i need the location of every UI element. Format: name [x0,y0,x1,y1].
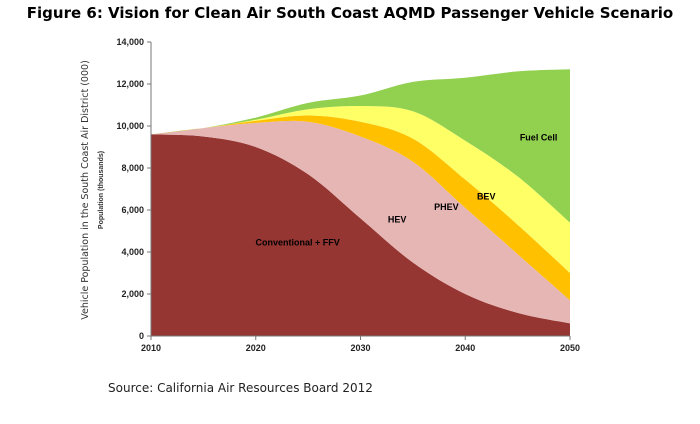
chart-ticks: 0 2,000 4,000 6,000 8,000 10,000 12,000 14,000 2… [116,37,580,353]
x-tick-label: 2040 [455,343,475,353]
y-tick-label: 4,000 [121,247,144,257]
y-axis-sublabel: Population (thousands) [98,151,105,229]
chart-areas [151,69,570,336]
chart-area-labels: Conventional + FFV HEV PHEV BEV Fuel Cell [256,133,558,248]
area-label-bev: BEV [477,192,496,202]
figure-source: Source: California Air Resources Board 2… [108,381,373,395]
x-tick-label: 2030 [350,343,370,353]
y-tick-label: 12,000 [116,79,144,89]
y-tick-label: 8,000 [121,163,144,173]
y-tick-label: 2,000 [121,289,144,299]
area-label-conventional-ffv: Conventional + FFV [256,238,340,248]
area-phev [151,115,570,301]
y-tick-label: 6,000 [121,205,144,215]
area-bev [151,105,570,273]
area-label-hev: HEV [388,215,407,225]
area-conventional-ffv [151,134,570,336]
y-tick-label: 0 [139,331,144,341]
y-tick-label: 10,000 [116,121,144,131]
area-fuel-cell [151,69,570,223]
area-hev [151,120,570,324]
y-tick-label: 14,000 [116,37,144,47]
area-label-fuel-cell: Fuel Cell [520,133,558,143]
area-label-phev: PHEV [434,202,459,212]
figure-title: Figure 6: Vision for Clean Air South Coa… [26,4,674,22]
x-tick-label: 2010 [141,343,161,353]
x-tick-label: 2020 [246,343,266,353]
y-axis-label: Vehicle Population in the South Coast Ai… [80,60,91,320]
x-tick-label: 2050 [560,343,580,353]
